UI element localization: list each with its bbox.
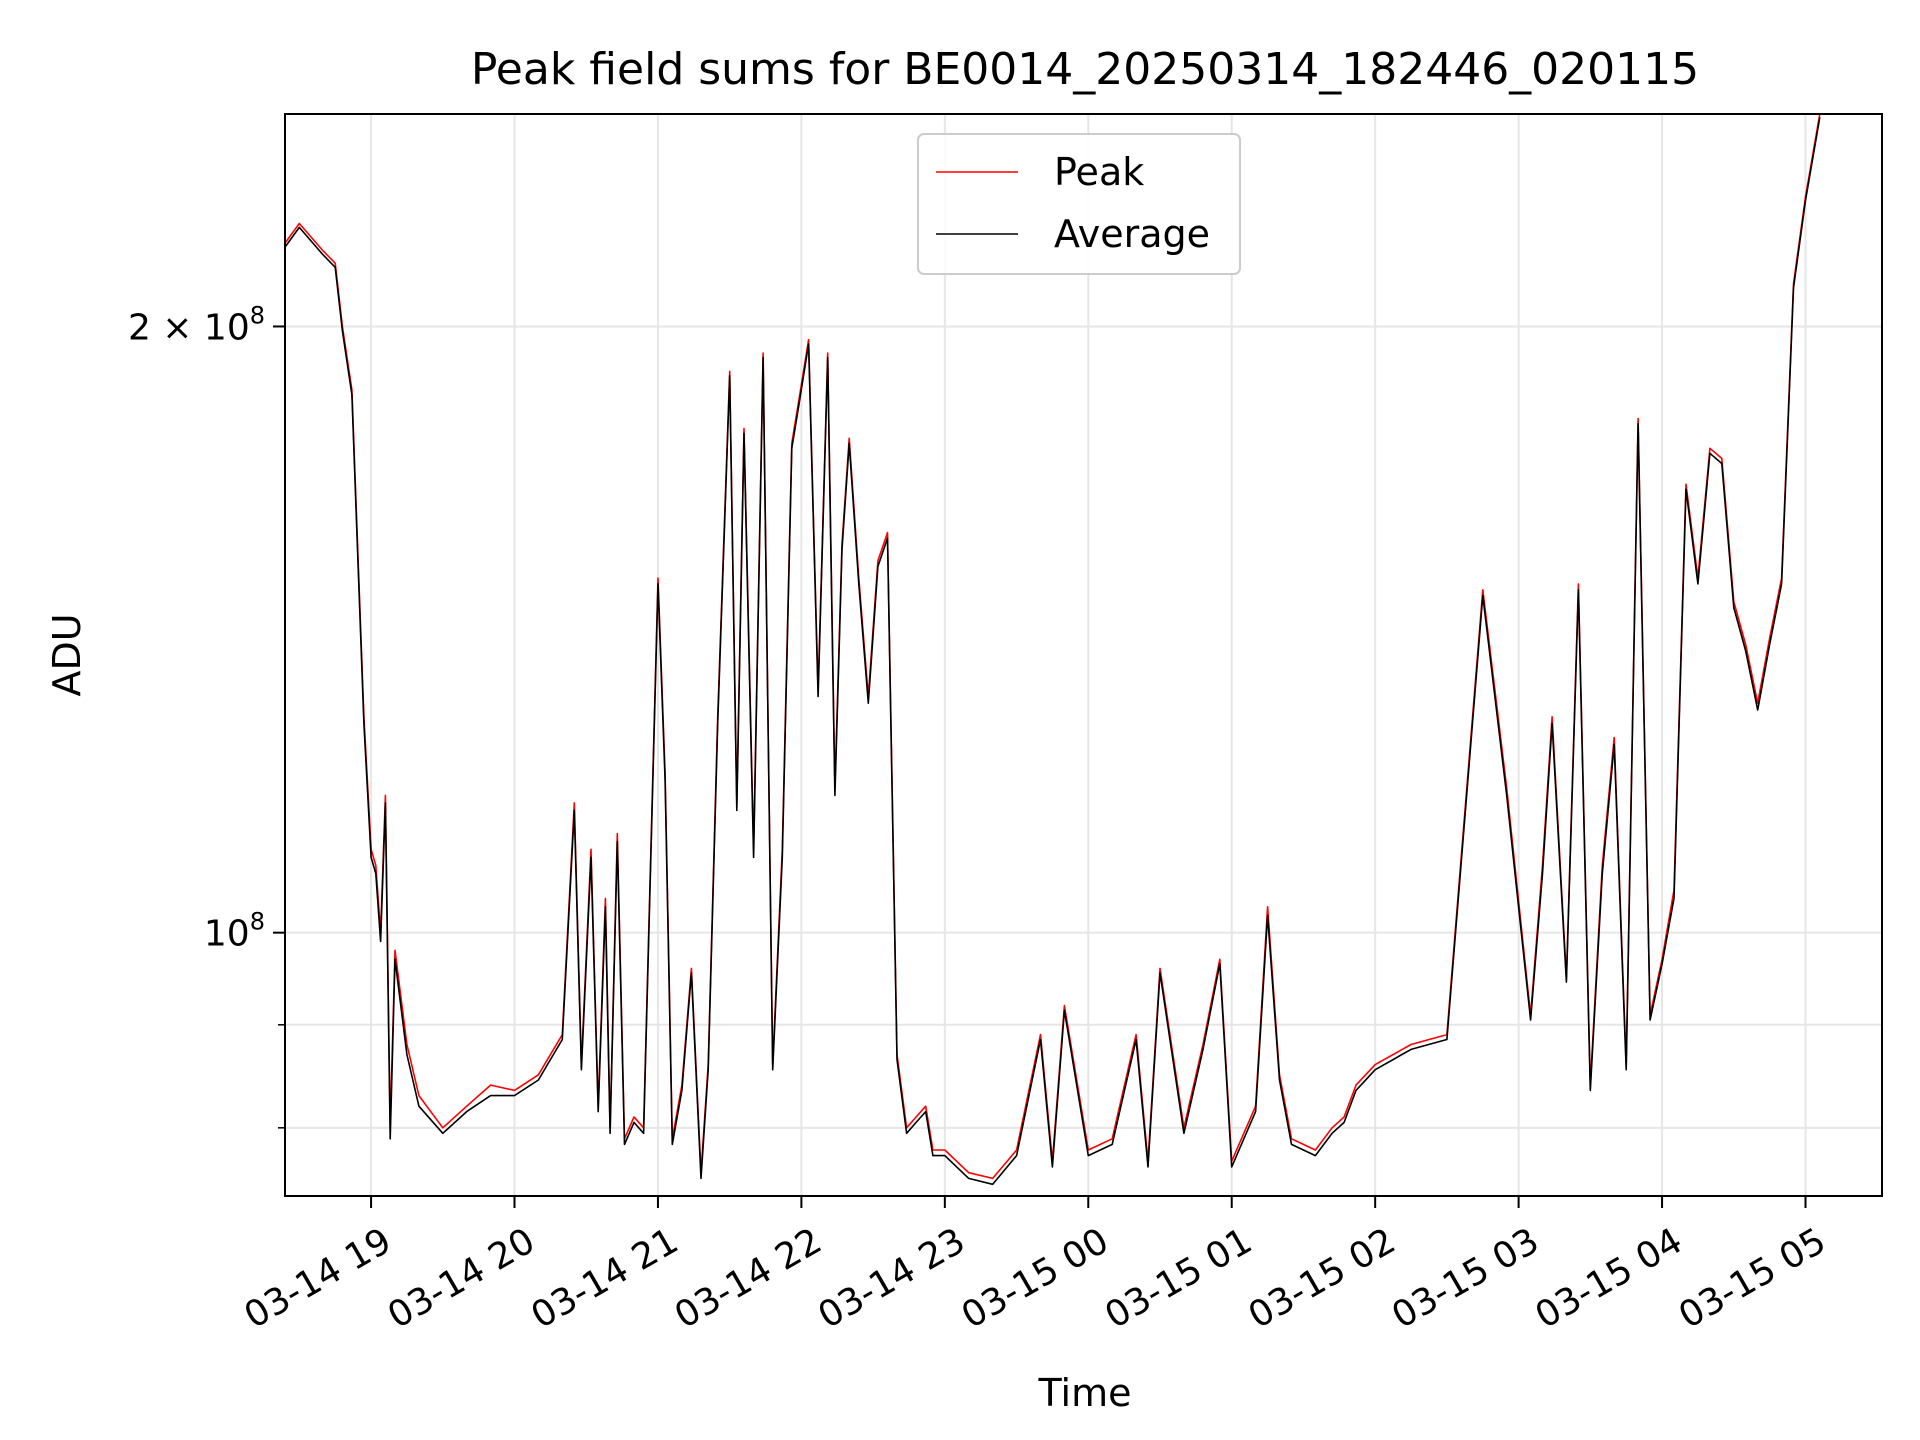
legend-label: Peak (1054, 150, 1144, 194)
y-tick-label: 108 (204, 908, 265, 955)
chart-title: Peak field sums for BE0014_20250314_1824… (471, 44, 1699, 95)
plot-area (285, 114, 1821, 1186)
plot-frame (284, 113, 1883, 1197)
y-tick-label: 2 × 108 (128, 301, 265, 348)
x-axis-label: Time (1038, 1371, 1132, 1415)
y-axis-label: ADU (45, 613, 89, 696)
series-layer (285, 114, 1821, 1186)
y-tick-label-exponent: 8 (250, 301, 265, 329)
y-tick-label-exponent: 8 (250, 908, 265, 936)
legend-label: Average (1054, 212, 1210, 256)
legend-box (917, 133, 1241, 275)
legend: Peak Average (917, 133, 1241, 275)
y-tick-label-base: 2 × 10 (128, 307, 250, 348)
y-tick-label-base: 10 (204, 914, 250, 955)
series-line-average (285, 117, 1821, 1186)
